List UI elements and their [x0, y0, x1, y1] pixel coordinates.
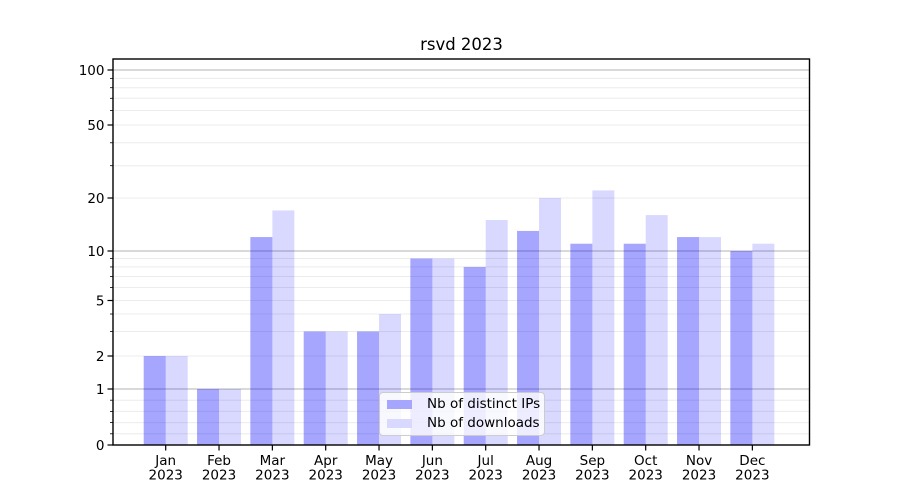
bar-downloads: [592, 190, 615, 445]
y-tick-label: 2: [96, 349, 105, 365]
bar-downloads: [699, 237, 722, 445]
x-tick-label-month: Jun: [421, 453, 443, 469]
legend-row-downloads: Nb of downloads: [387, 414, 544, 433]
legend-label-distinct-ips: Nb of distinct IPs: [427, 396, 541, 412]
x-tick-label-year: 2023: [202, 467, 236, 483]
legend-row-distinct-ips: Nb of distinct IPs: [387, 395, 544, 414]
x-tick-label-year: 2023: [415, 467, 449, 483]
x-tick-label-month: Jul: [477, 453, 494, 469]
bar-downloads: [752, 243, 775, 445]
x-tick-label-year: 2023: [255, 467, 289, 483]
axis-frame: [112, 58, 811, 446]
bar-distinct-ips: [623, 243, 646, 445]
x-tick-label-month: Jan: [154, 453, 176, 469]
bar-distinct-ips: [517, 230, 540, 445]
y-tick-label: 50: [87, 118, 104, 134]
y-tick-label: 1: [96, 382, 105, 398]
x-tick-label-month: Mar: [260, 453, 286, 469]
x-tick-label-month: Apr: [314, 453, 338, 469]
x-tick-label-year: 2023: [629, 467, 663, 483]
bar-downloads: [539, 198, 562, 445]
y-tick-label: 0: [96, 438, 105, 454]
y-tick-label: 100: [79, 63, 105, 79]
x-tick-label-year: 2023: [362, 467, 396, 483]
bar-distinct-ips: [250, 237, 273, 445]
x-tick-label-year: 2023: [522, 467, 556, 483]
bar-distinct-ips: [143, 356, 166, 445]
x-tick-label-month: Nov: [686, 453, 712, 469]
x-tick-label-month: Aug: [526, 453, 552, 469]
legend-swatch-distinct-ips: [387, 400, 412, 409]
x-tick-label-month: May: [365, 453, 393, 469]
x-tick-label-month: Oct: [634, 453, 657, 469]
x-tick-label-year: 2023: [469, 467, 503, 483]
bar-distinct-ips: [197, 389, 220, 445]
x-tick-label-month: Feb: [207, 453, 231, 469]
x-tick-label-month: Sep: [580, 453, 605, 469]
bar-distinct-ips: [570, 243, 593, 445]
x-tick-label-year: 2023: [309, 467, 343, 483]
legend: Nb of distinct IPs Nb of downloads: [379, 392, 545, 436]
x-tick-label-year: 2023: [575, 467, 609, 483]
bar-distinct-ips: [677, 237, 700, 445]
chart-title: rsvd 2023: [420, 35, 503, 54]
x-tick-label-month: Dec: [739, 453, 765, 469]
x-tick-label-year: 2023: [149, 467, 183, 483]
y-tick-label: 5: [96, 293, 105, 309]
bar-downloads: [272, 210, 295, 445]
bar-distinct-ips: [357, 331, 380, 445]
bar-distinct-ips: [730, 251, 753, 445]
x-tick-label-year: 2023: [735, 467, 769, 483]
x-tick-label-year: 2023: [682, 467, 716, 483]
bar-downloads: [485, 219, 508, 445]
legend-label-downloads: Nb of downloads: [427, 415, 540, 431]
bar-downloads: [165, 356, 188, 445]
bar-downloads: [645, 215, 668, 445]
bar-distinct-ips: [303, 331, 326, 445]
y-tick-label: 20: [87, 191, 104, 207]
y-tick-label: 10: [87, 244, 104, 260]
bar-downloads: [219, 389, 242, 445]
bar-downloads: [325, 331, 348, 445]
legend-swatch-downloads: [387, 419, 412, 428]
